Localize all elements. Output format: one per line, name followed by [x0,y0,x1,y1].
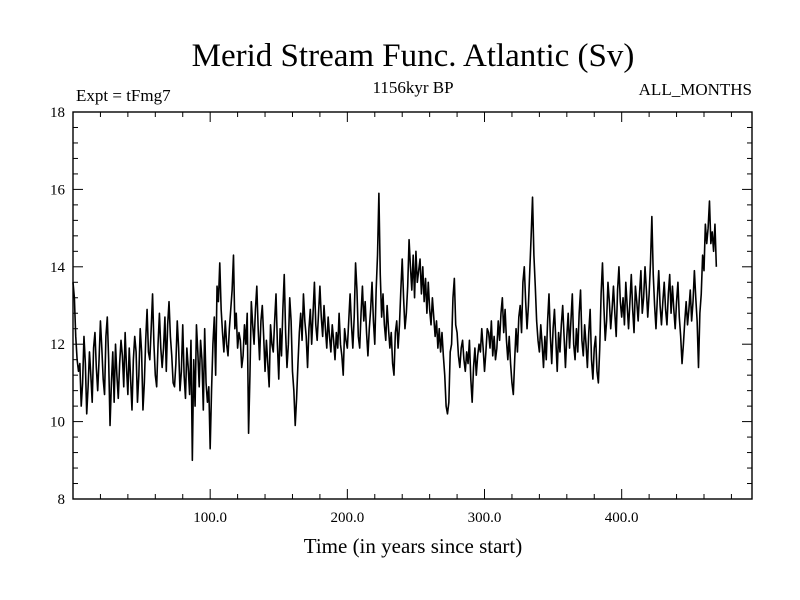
y-tick-label: 8 [58,492,66,508]
subtitle-left: Expt = tFmg7 [76,86,171,105]
plot-frame [72,111,753,500]
y-tick-label: 12 [50,337,65,353]
data-series-line [72,192,718,462]
x-axis-label: Time (in years since start) [304,534,523,558]
x-tick-label: 300.0 [468,510,502,526]
y-tick-label: 10 [50,415,65,431]
chart-title: Merid Stream Func. Atlantic (Sv) [192,38,635,74]
subtitle-right: ALL_MONTHS [639,80,752,99]
y-tick-label: 18 [50,105,65,121]
x-tick-label: 400.0 [605,510,639,526]
x-tick-label: 200.0 [330,510,364,526]
subtitle-center: 1156kyr BP [372,78,453,97]
x-tick-label: 100.0 [193,510,227,526]
axis-tick-labels: 100.0 200.0 300.0 400.0 8 10 12 14 16 18 [50,105,639,526]
y-tick-label: 14 [50,260,66,276]
axis-ticks [73,112,752,499]
y-tick-label: 16 [50,182,66,198]
